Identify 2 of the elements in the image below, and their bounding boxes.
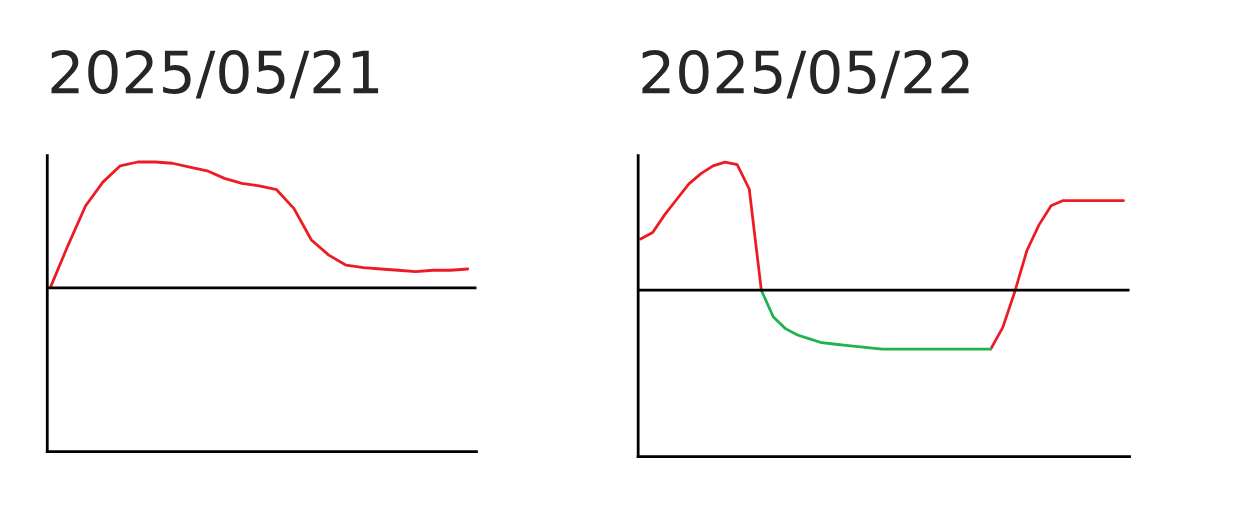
chart-title: 2025/05/22: [642, 49, 969, 99]
chart-title: 2025/05/21: [51, 49, 379, 99]
